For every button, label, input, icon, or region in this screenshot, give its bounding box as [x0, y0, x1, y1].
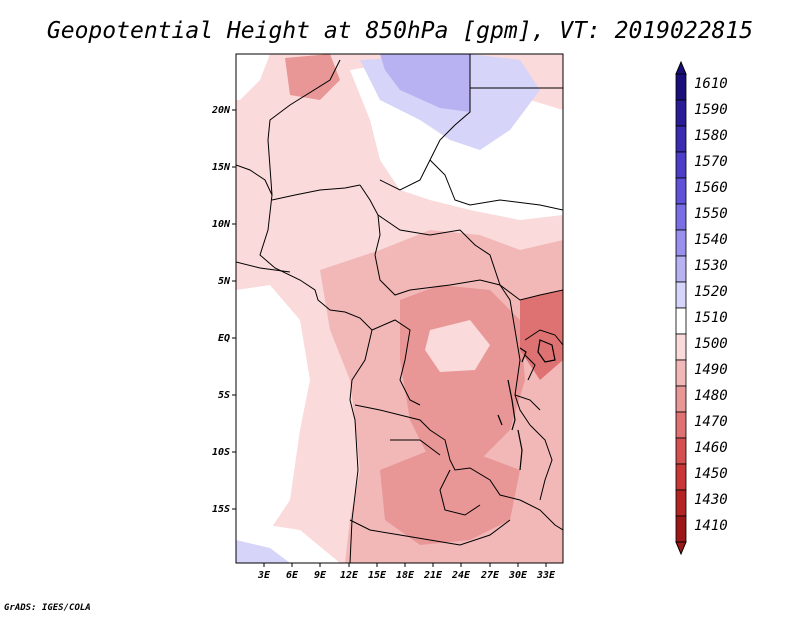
- colorbar-label: 1520: [694, 284, 728, 300]
- lat-label-eq: EQ: [218, 333, 230, 344]
- colorbar-label: 1450: [694, 466, 728, 482]
- lat-label-5s: 5S: [218, 390, 230, 401]
- lat-label-15s: 15S: [212, 504, 230, 515]
- lat-label-15n: 15N: [212, 162, 231, 173]
- lon-label-33e: 33E: [536, 570, 556, 581]
- lon-label-30e: 30E: [508, 570, 528, 581]
- colorbar-top-arrow: [675, 60, 687, 75]
- field-1520-sw: [236, 540, 290, 563]
- colorbar-swatch: [675, 281, 687, 309]
- colorbar-bottom-arrow: [675, 541, 687, 556]
- lon-label-15e: 15E: [368, 570, 387, 581]
- map-frame: [235, 53, 564, 564]
- lat-label-10s: 10S: [212, 447, 230, 458]
- lon-label-12e: 12E: [340, 570, 359, 581]
- colorbar-swatch: [675, 203, 687, 231]
- lat-label-20n: 20N: [211, 105, 231, 116]
- political-boundaries: [236, 54, 563, 563]
- colorbar-swatch: [675, 385, 687, 413]
- colorbar-swatch: [675, 333, 687, 361]
- lon-label-3e: 3E: [257, 570, 271, 581]
- colorbar-label: 1480: [694, 388, 728, 404]
- colorbar-label: 1590: [694, 102, 728, 118]
- colorbar-swatch: [675, 125, 687, 153]
- colorbar-label: 1500: [694, 336, 728, 352]
- field-1480-south: [380, 450, 520, 545]
- colorbar-label: 1490: [694, 362, 728, 378]
- lakes: [497, 339, 556, 471]
- colorbar-label: 1570: [694, 154, 728, 170]
- lat-label-10n: 10N: [212, 219, 231, 230]
- colorbar-swatch: [675, 177, 687, 205]
- colorbar-swatch: [675, 489, 687, 517]
- colorbar-label: 1430: [694, 492, 728, 508]
- field-1480-east: [520, 290, 563, 380]
- colorbar-label: 1550: [694, 206, 728, 222]
- colorbar-label: 1580: [694, 128, 728, 144]
- field-central-1500: [425, 320, 490, 372]
- colorbar-swatch: [675, 151, 687, 179]
- field-1530-north: [380, 54, 470, 112]
- lon-label-18e: 18E: [396, 570, 415, 581]
- lon-label-24e: 24E: [451, 570, 471, 581]
- colorbar-label: 1560: [694, 180, 728, 196]
- lon-label-9e: 9E: [314, 570, 327, 581]
- colorbar-label: 1510: [694, 310, 728, 326]
- lon-label-6e: 6E: [286, 570, 299, 581]
- lon-label-21e: 21E: [423, 570, 443, 581]
- lat-label-5n: 5N: [218, 276, 231, 287]
- colorbar-label: 1530: [694, 258, 728, 274]
- map-title: Geopotential Height at 850hPa [gpm], VT:…: [46, 18, 754, 44]
- colorbar: 1610 1590 1580 1570 1560 1550 1540 1530 1520 1510…: [675, 60, 728, 556]
- colorbar-swatch: [675, 99, 687, 127]
- lon-axis: 3E 6E 9E 12E 15E 18E 21E 24E 27E 30E 33E: [257, 563, 556, 581]
- colorbar-swatch: [675, 359, 687, 387]
- colorbar-swatch: [675, 73, 687, 101]
- colorbar-label: 1610: [694, 76, 728, 92]
- lat-axis: 20N 15N 10N 5N EQ 5S 10S 15S: [211, 105, 236, 515]
- colorbar-swatch: [675, 437, 687, 465]
- field-1480-north: [285, 54, 340, 100]
- colorbar-swatch: [675, 515, 687, 543]
- colorbar-swatch: [675, 229, 687, 257]
- colorbar-swatch: [675, 307, 687, 335]
- field-1510-west: [236, 285, 310, 530]
- colorbar-label: 1470: [694, 414, 728, 430]
- colorbar-swatch: [675, 255, 687, 283]
- colorbar-label: 1540: [694, 232, 728, 248]
- map-panel: [236, 54, 563, 563]
- colorbar-swatch: [675, 411, 687, 439]
- field-1510-nw: [236, 54, 270, 100]
- lon-label-27e: 27E: [480, 570, 500, 581]
- grads-credit: GrADS: IGES/COLA: [4, 603, 91, 613]
- colorbar-label: 1410: [694, 518, 728, 534]
- colorbar-label: 1460: [694, 440, 728, 456]
- colorbar-swatch: [675, 463, 687, 491]
